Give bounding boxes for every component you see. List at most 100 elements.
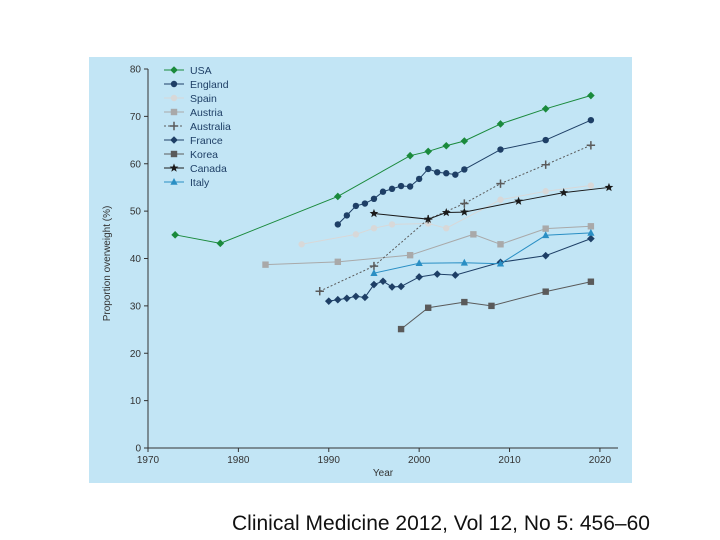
data-point-england xyxy=(461,166,468,173)
data-point-france xyxy=(352,292,360,301)
legend-item-france: France xyxy=(164,135,223,147)
data-point-spain xyxy=(370,224,378,232)
data-point-england xyxy=(497,146,504,153)
legend-label-spain: Spain xyxy=(190,93,217,105)
y-tick-label: 60 xyxy=(130,159,142,170)
data-point-usa xyxy=(587,91,595,100)
line-chart: 0 10 20 30 40 50 60 70 80 1970 1980 1990 2000 2010 202… xyxy=(102,65,618,479)
data-point-australia xyxy=(541,160,550,169)
data-point-korea xyxy=(542,288,549,295)
legend-label-australia: Australia xyxy=(190,121,231,133)
data-point-france xyxy=(415,273,423,281)
legend-marker-canada xyxy=(169,163,179,172)
data-point-england xyxy=(388,185,396,193)
data-point-france xyxy=(370,280,378,289)
legend: USA England Spain Austria Australia France Kor… xyxy=(164,65,231,189)
data-point-australia xyxy=(315,286,324,296)
legend-label-canada: Canada xyxy=(190,163,227,175)
data-point-england xyxy=(424,165,432,173)
data-point-france xyxy=(451,271,460,279)
data-point-england xyxy=(406,183,414,190)
data-point-england xyxy=(334,221,342,228)
legend-marker-england xyxy=(170,80,178,88)
data-point-austria xyxy=(497,241,504,248)
chart-panel: 0 10 20 30 40 50 60 70 80 1970 1980 1990 2000 2010 202… xyxy=(89,57,632,483)
data-point-australia xyxy=(369,261,379,271)
data-point-canada xyxy=(559,188,569,197)
data-point-australia xyxy=(496,179,505,188)
data-point-usa xyxy=(442,141,451,150)
y-tick-label: 30 xyxy=(130,301,142,312)
legend-marker-australia xyxy=(169,121,179,131)
series-line-france xyxy=(328,238,592,302)
data-point-england xyxy=(434,169,441,176)
series-spain xyxy=(298,182,595,248)
data-point-italy xyxy=(542,231,550,239)
legend-item-england: England xyxy=(164,79,229,91)
data-point-italy xyxy=(415,259,423,267)
data-point-usa xyxy=(216,239,225,248)
legend-marker-spain xyxy=(170,94,178,102)
data-point-canada xyxy=(441,207,451,217)
legend-item-usa: USA xyxy=(164,65,212,77)
data-point-austria xyxy=(470,231,477,238)
data-point-usa xyxy=(334,192,342,201)
legend-item-canada: Canada xyxy=(164,163,227,175)
x-axis-label: Year xyxy=(373,468,394,479)
data-point-england xyxy=(343,212,351,219)
data-point-canada xyxy=(369,208,379,218)
data-point-france xyxy=(397,282,405,291)
data-point-usa xyxy=(541,104,550,113)
y-tick-label: 70 xyxy=(130,112,142,123)
y-tick-label: 40 xyxy=(130,254,142,265)
y-axis-label: Proportion overweight (%) xyxy=(102,206,113,322)
legend-label-usa: USA xyxy=(190,65,212,77)
legend-marker-france xyxy=(170,136,178,144)
citation: Clinical Medicine 2012, Vol 12, No 5: 45… xyxy=(232,512,650,535)
data-point-france xyxy=(587,234,595,243)
data-point-england xyxy=(370,195,378,203)
data-point-usa xyxy=(460,137,469,145)
x-tick-label: 2000 xyxy=(408,455,431,466)
data-point-spain xyxy=(542,188,549,195)
legend-item-australia: Australia xyxy=(164,121,231,133)
x-tick-label: 1970 xyxy=(137,455,160,466)
data-point-canada xyxy=(604,182,614,192)
series-line-korea xyxy=(400,281,591,330)
data-point-england xyxy=(443,170,450,177)
series-line-usa xyxy=(175,95,592,244)
data-point-england xyxy=(415,175,423,183)
legend-item-italy: Italy xyxy=(164,177,210,189)
data-point-france xyxy=(343,294,351,303)
data-point-spain xyxy=(298,241,305,248)
x-tick-label: 1990 xyxy=(318,455,341,466)
legend-marker-usa xyxy=(170,66,178,74)
data-point-korea xyxy=(424,304,432,311)
x-tick-label: 2010 xyxy=(498,455,521,466)
y-tick-label: 20 xyxy=(130,349,142,360)
x-tick-label: 1980 xyxy=(227,455,250,466)
series-austria xyxy=(262,223,595,268)
data-point-italy xyxy=(496,259,505,267)
legend-item-austria: Austria xyxy=(164,107,223,119)
data-point-italy xyxy=(587,228,595,236)
data-point-canada xyxy=(459,207,469,216)
series-canada xyxy=(369,182,614,223)
data-point-australia xyxy=(586,141,596,150)
data-point-england xyxy=(587,116,595,124)
data-point-usa xyxy=(424,147,432,156)
data-point-austria xyxy=(587,223,595,230)
data-point-england xyxy=(542,136,549,144)
data-point-france xyxy=(334,295,342,304)
data-point-spain xyxy=(352,231,360,238)
data-point-france xyxy=(324,297,333,305)
data-point-korea xyxy=(488,302,495,310)
data-point-spain xyxy=(587,182,595,189)
data-point-austria xyxy=(406,251,414,259)
data-point-austria xyxy=(334,258,342,266)
legend-label-england: England xyxy=(190,79,229,91)
y-tick-label: 80 xyxy=(130,65,142,76)
series-usa xyxy=(171,91,595,248)
data-point-spain xyxy=(388,221,396,228)
legend-item-spain: Spain xyxy=(164,93,217,105)
